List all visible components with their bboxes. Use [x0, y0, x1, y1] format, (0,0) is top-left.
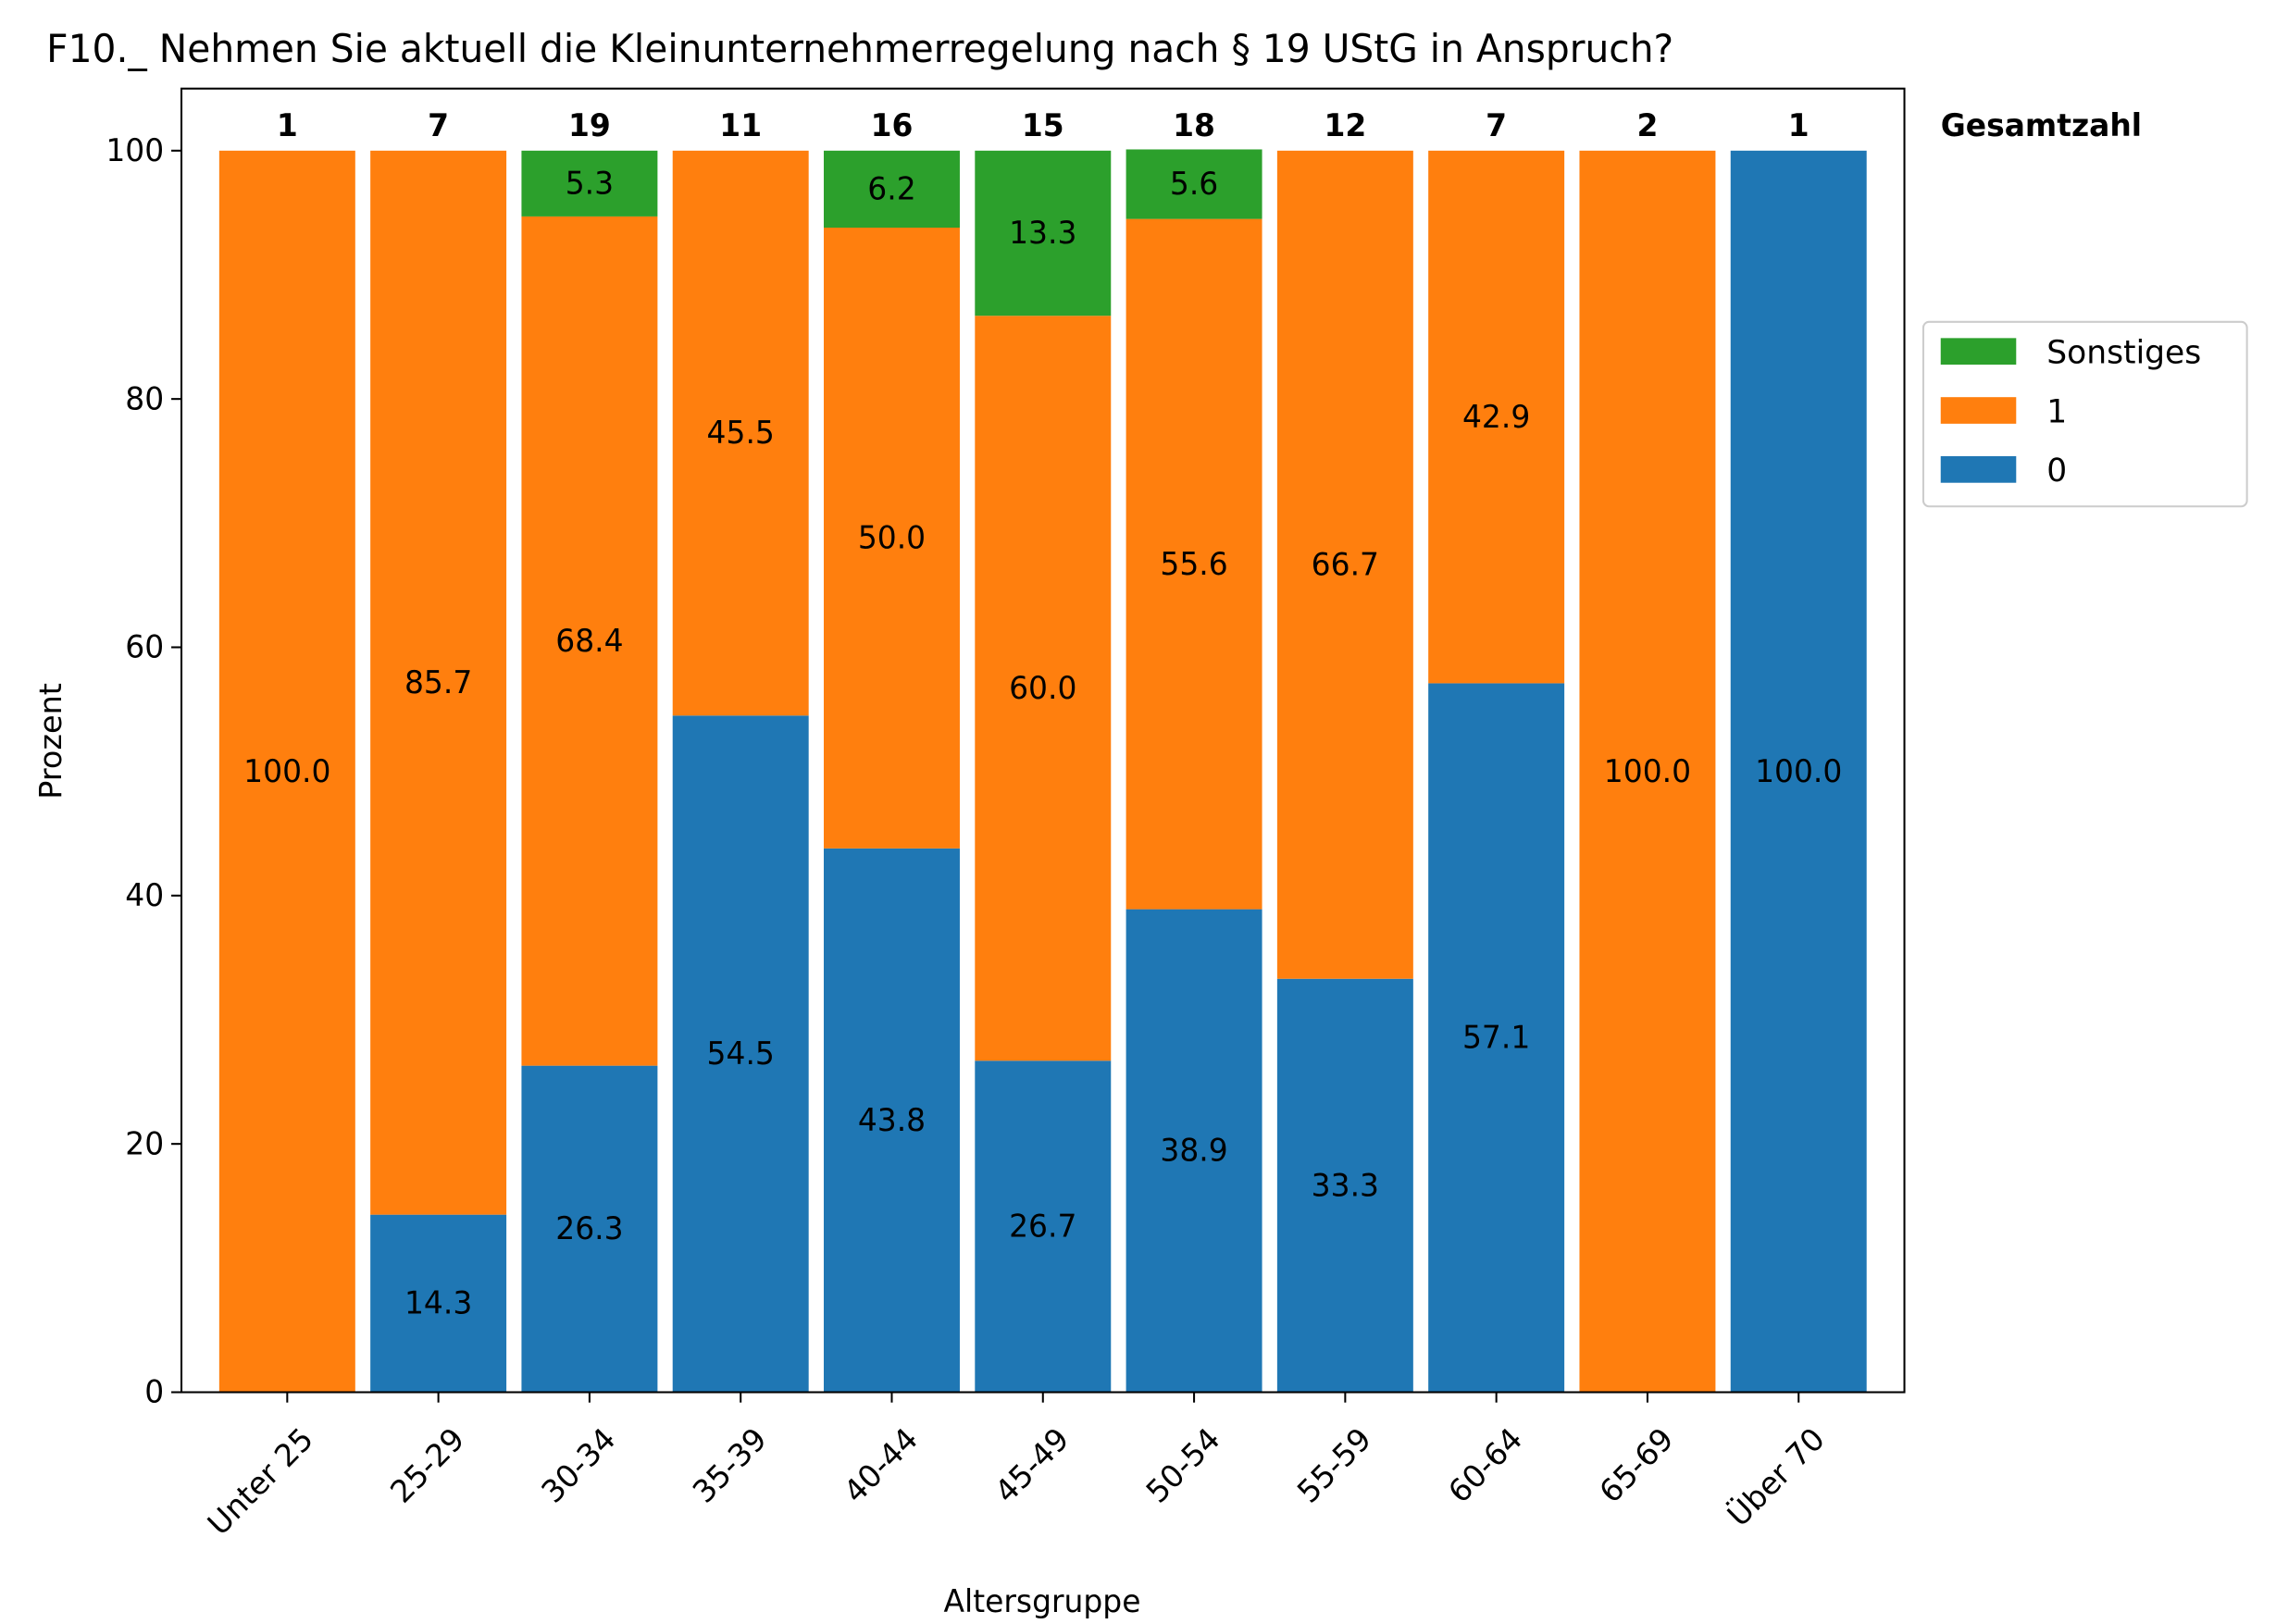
value-label: 100.0	[243, 753, 330, 789]
bar-segment	[1126, 149, 1262, 219]
value-label: 13.3	[1009, 215, 1076, 251]
bar-segment	[1276, 150, 1413, 979]
legend-swatch	[1940, 455, 2017, 483]
value-label: 38.9	[1160, 1132, 1227, 1168]
value-label: 43.8	[858, 1102, 926, 1138]
bar-segment	[1579, 150, 1716, 1393]
legend: Sonstiges 1 0	[1922, 320, 2248, 508]
value-label: 55.6	[1160, 546, 1227, 582]
total-label: 15	[1022, 107, 1064, 143]
y-tick-label: 100	[106, 132, 164, 168]
bar-segment	[370, 150, 507, 1215]
bar-segment	[1126, 218, 1262, 910]
total-label: 16	[871, 107, 914, 143]
bar-segment	[521, 1065, 658, 1393]
value-label: 5.3	[566, 165, 614, 201]
bar-segment	[824, 227, 960, 849]
bar-segment	[1428, 150, 1565, 684]
plot-frame	[180, 87, 1906, 1394]
value-label: 100.0	[1604, 753, 1691, 789]
total-label: 7	[1486, 107, 1507, 143]
chart-title: F10._ Nehmen Sie aktuell die Kleinuntern…	[46, 27, 1673, 71]
value-label: 26.3	[555, 1210, 623, 1246]
value-label: 60.0	[1009, 670, 1076, 706]
value-label: 33.3	[1312, 1167, 1379, 1203]
bar-segment	[672, 150, 809, 716]
total-label: 18	[1173, 107, 1215, 143]
total-label: 1	[277, 107, 298, 143]
value-label: 66.7	[1312, 546, 1379, 582]
y-tick-label: 0	[144, 1373, 164, 1409]
legend-swatch	[1940, 397, 2017, 424]
value-label: 54.5	[707, 1035, 775, 1072]
value-label: 42.9	[1462, 399, 1530, 435]
total-label: 2	[1636, 107, 1658, 143]
bar-segment	[975, 150, 1112, 316]
y-tick-label: 80	[125, 380, 164, 416]
bar-segment	[521, 150, 658, 217]
total-label: 11	[719, 107, 762, 143]
value-label: 6.2	[867, 170, 915, 206]
value-label: 57.1	[1462, 1019, 1530, 1055]
value-label: 26.7	[1009, 1208, 1076, 1244]
y-axis-label: Prozent	[32, 683, 68, 800]
legend-swatch	[1940, 338, 2017, 366]
x-axis-label: Altersgruppe	[944, 1583, 1141, 1619]
value-label: 14.3	[404, 1284, 472, 1320]
value-label: 100.0	[1755, 753, 1842, 789]
bar-segment	[370, 1214, 507, 1393]
bar-segment	[824, 150, 960, 228]
legend-label: 1	[2046, 393, 2067, 430]
value-label: 45.5	[707, 415, 775, 451]
total-label: 12	[1324, 107, 1366, 143]
value-label: 85.7	[404, 664, 472, 700]
bar-segment	[975, 1060, 1112, 1393]
total-label: 7	[428, 107, 449, 143]
totals-header: Gesamtzahl	[1941, 107, 2142, 143]
total-label: 1	[1788, 107, 1810, 143]
bar-segment	[218, 150, 355, 1393]
y-tick-label: 20	[125, 1125, 164, 1161]
bar-segment	[824, 848, 960, 1393]
y-tick-label: 60	[125, 628, 164, 664]
bar-segment	[1126, 909, 1262, 1393]
y-tick-label: 40	[125, 877, 164, 913]
bar-segment	[1276, 978, 1413, 1393]
bar-segment	[975, 316, 1112, 1061]
bar-segment	[1428, 683, 1565, 1393]
bar-segment	[1730, 150, 1867, 1393]
total-label: 19	[568, 107, 611, 143]
value-label: 68.4	[555, 623, 623, 659]
legend-label: Sonstiges	[2046, 334, 2201, 371]
legend-label: 0	[2046, 452, 2067, 490]
value-label: 5.6	[1170, 166, 1218, 202]
bar-segment	[672, 715, 809, 1393]
value-label: 50.0	[858, 519, 926, 555]
bar-segment	[521, 216, 658, 1066]
